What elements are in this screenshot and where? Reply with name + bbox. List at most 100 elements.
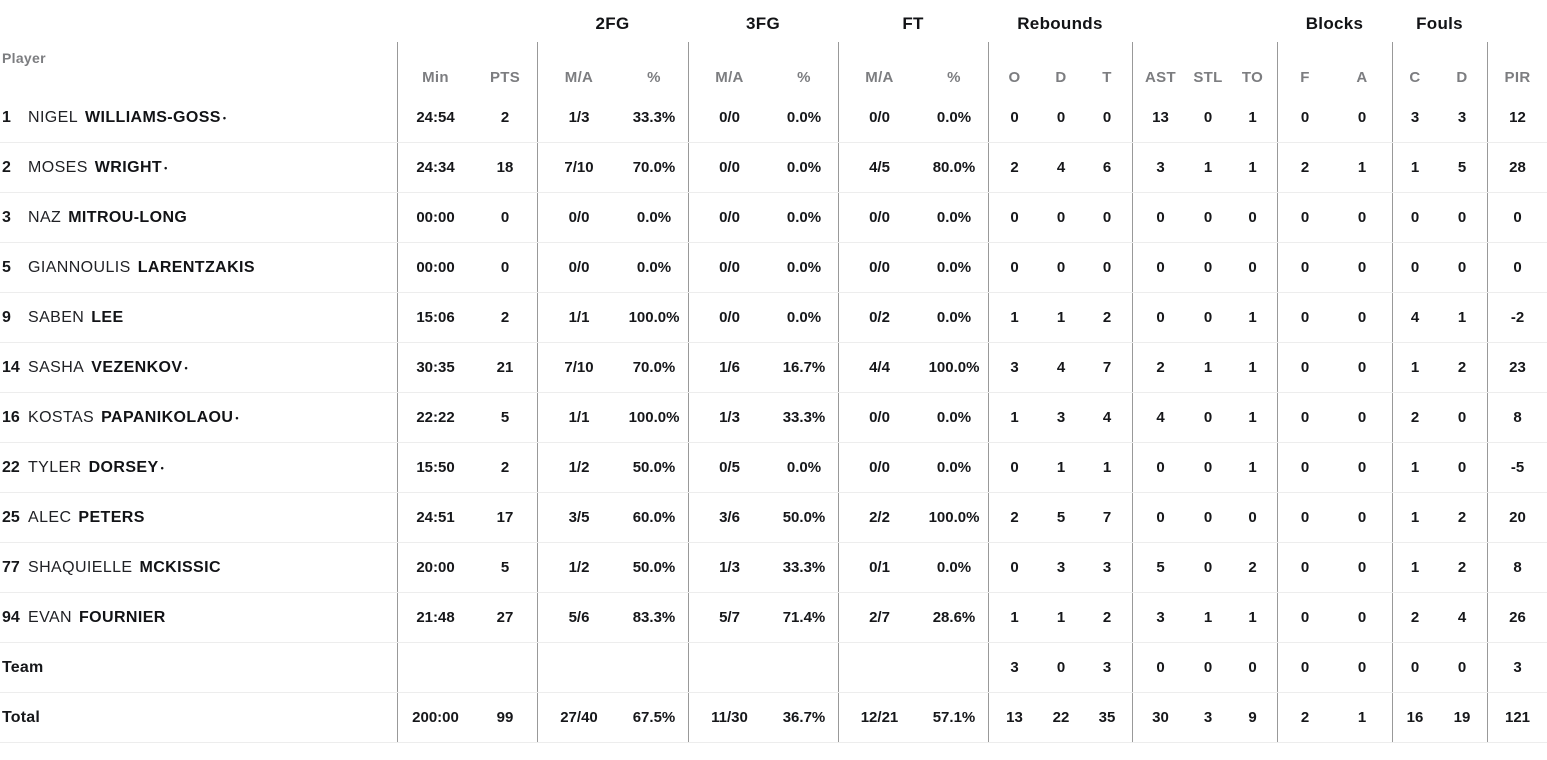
stat-ftp: 100.0% xyxy=(928,359,980,376)
player-cell: 5 GIANNOULIS LARENTZAKIS xyxy=(0,243,397,292)
stat-ast: 0 xyxy=(1132,493,1188,542)
stat-ba: 0 xyxy=(1357,459,1367,476)
stat-pir: 26 xyxy=(1487,593,1547,642)
stat-bf: 0 xyxy=(1277,493,1332,542)
stat-pir: 23 xyxy=(1487,343,1547,392)
stat-bf: 0 xyxy=(1277,93,1332,142)
stat-ba: 0 xyxy=(1357,609,1367,626)
stat-fg2: 5/6 xyxy=(537,593,620,642)
stat-pts: 5 xyxy=(500,409,510,426)
jersey-number: 1 xyxy=(2,108,11,126)
stat-ba: 0 xyxy=(1357,309,1367,326)
player-last-name: PAPANIKOLAOU xyxy=(101,408,234,426)
stat-ast: 2 xyxy=(1132,343,1188,392)
stat-d: 22 xyxy=(1052,709,1070,726)
stat-bf: 0 xyxy=(1277,243,1332,292)
stat-fg3: 3/6 xyxy=(688,493,770,542)
stat-pts: 0 xyxy=(500,209,510,226)
stat-ftp: 57.1% xyxy=(932,709,976,726)
group-fouls: Fouls xyxy=(1416,14,1463,33)
stat-t: 0 xyxy=(1102,109,1112,126)
stat-fg3 xyxy=(688,643,770,692)
stat-pir: 0 xyxy=(1487,193,1547,242)
col-header-stl: STL xyxy=(1193,69,1223,86)
stat-pts: 21 xyxy=(496,359,514,376)
stat-to: 1 xyxy=(1248,409,1257,426)
stat-fg2: 3/5 xyxy=(537,493,620,542)
stat-fg3: 5/7 xyxy=(688,593,770,642)
player-last-name: VEZENKOV xyxy=(91,358,183,376)
stat-ba: 0 xyxy=(1357,209,1367,226)
stat-t: 0 xyxy=(1102,209,1112,226)
stat-ft xyxy=(838,643,920,692)
stat-fg2: 1/2 xyxy=(537,543,620,592)
stat-ast: 30 xyxy=(1132,693,1188,742)
stat-fd: 0 xyxy=(1457,409,1467,426)
jersey-number: 2 xyxy=(2,158,11,176)
jersey-number: 25 xyxy=(2,508,20,526)
player-row[interactable]: 77 SHAQUIELLE MCKISSIC 20:00 5 1/2 50.0% 1/3 33.… xyxy=(0,543,1547,593)
col-header-2fg-pct: % xyxy=(647,69,661,86)
stat-min: 21:48 xyxy=(397,593,473,642)
stat-min: 20:00 xyxy=(397,543,473,592)
stat-ftp: 0.0% xyxy=(936,209,972,226)
col-header-pts: PTS xyxy=(489,69,521,86)
player-row[interactable]: 14 SASHA VEZENKOV • 30:35 21 7/10 70.0% 1/6 16.7%… xyxy=(0,343,1547,393)
stat-ft: 0/0 xyxy=(838,193,920,242)
stat-ba: 0 xyxy=(1357,109,1367,126)
col-header-reb-o: O xyxy=(988,42,1040,93)
stat-d: 0 xyxy=(1056,209,1066,226)
stat-fc: 1 xyxy=(1392,143,1437,192)
stat-t: 2 xyxy=(1102,609,1112,626)
player-row[interactable]: 5 GIANNOULIS LARENTZAKIS 00:00 0 0/0 0.0% 0/0 0.… xyxy=(0,243,1547,293)
stat-d: 4 xyxy=(1056,159,1066,176)
stat-fg3: 0/0 xyxy=(688,293,770,342)
stat-fg3p: 16.7% xyxy=(782,359,826,376)
stat-t: 0 xyxy=(1102,259,1112,276)
player-row[interactable]: 3 NAZ MITROU-LONG 00:00 0 0/0 0.0% 0/0 0.0% 0/0 0.… xyxy=(0,193,1547,243)
stat-fg2 xyxy=(537,643,620,692)
col-header-min: Min xyxy=(397,42,473,93)
boxscore-table: 2FG 3FG FT Rebounds Blocks Fouls Player … xyxy=(0,14,1547,743)
player-row[interactable]: 25 ALEC PETERS 24:51 17 3/5 60.0% 3/6 50.0% 2/2 10… xyxy=(0,493,1547,543)
stat-bf: 2 xyxy=(1277,693,1332,742)
player-row[interactable]: 9 SABEN LEE 15:06 2 1/1 100.0% 0/0 0.0% 0/2 0.0% 1 1… xyxy=(0,293,1547,343)
group-3fg: 3FG xyxy=(746,14,780,33)
stat-fd: 2 xyxy=(1457,559,1467,576)
stat-fc: 3 xyxy=(1392,93,1437,142)
player-row[interactable]: 22 TYLER DORSEY • 15:50 2 1/2 50.0% 0/5 0.0% 0/0 0.… xyxy=(0,443,1547,493)
stat-ast: 0 xyxy=(1132,243,1188,292)
stat-fg2p: 100.0% xyxy=(628,409,680,426)
stat-pts: 99 xyxy=(496,709,514,726)
col-header-fouls-d: D xyxy=(1456,69,1468,86)
stat-to: 1 xyxy=(1248,109,1257,126)
player-first-name: NAZ xyxy=(28,208,62,226)
stat-fg2: 0/0 xyxy=(537,193,620,242)
stat-pts: 27 xyxy=(496,609,514,626)
stat-fg3p: 0.0% xyxy=(786,309,822,326)
stat-pir: 12 xyxy=(1487,93,1547,142)
player-row[interactable]: 16 KOSTAS PAPANIKOLAOU • 22:22 5 1/1 100.0% 1/3 3… xyxy=(0,393,1547,443)
stat-fg2p: 0.0% xyxy=(636,259,672,276)
stat-fg3p xyxy=(770,643,838,692)
stat-ftp: 0.0% xyxy=(936,559,972,576)
player-row[interactable]: 94 EVAN FOURNIER 21:48 27 5/6 83.3% 5/7 71.4% 2/7… xyxy=(0,593,1547,643)
player-first-name: SHAQUIELLE xyxy=(28,558,133,576)
stat-fc: 0 xyxy=(1392,643,1437,692)
stat-pts: 18 xyxy=(496,159,514,176)
stat-o: 1 xyxy=(988,293,1040,342)
summary-row-team: Team 3 0 3 0 0 0 0 0 0 0 3 xyxy=(0,643,1547,693)
stat-fg2p: 83.3% xyxy=(632,609,676,626)
group-2fg: 2FG xyxy=(595,14,630,33)
player-row[interactable]: 2 MOSES WRIGHT • 24:34 18 7/10 70.0% 0/0 0.0% 4/5 8… xyxy=(0,143,1547,193)
summary-row-total: Total 200:00 99 27/40 67.5% 11/30 36.7% 12/21 57… xyxy=(0,693,1547,743)
player-last-name: LEE xyxy=(91,308,124,326)
player-cell: 14 SASHA VEZENKOV • xyxy=(0,343,397,392)
stat-bf: 0 xyxy=(1277,443,1332,492)
stat-pts: 2 xyxy=(500,309,510,326)
stat-stl: 0 xyxy=(1203,209,1213,226)
stat-ftp: 0.0% xyxy=(936,409,972,426)
player-row[interactable]: 1 NIGEL WILLIAMS-GOSS • 24:54 2 1/3 33.3% 0/0 0.0… xyxy=(0,93,1547,143)
stat-fd: 5 xyxy=(1457,159,1467,176)
stat-o: 0 xyxy=(988,193,1040,242)
